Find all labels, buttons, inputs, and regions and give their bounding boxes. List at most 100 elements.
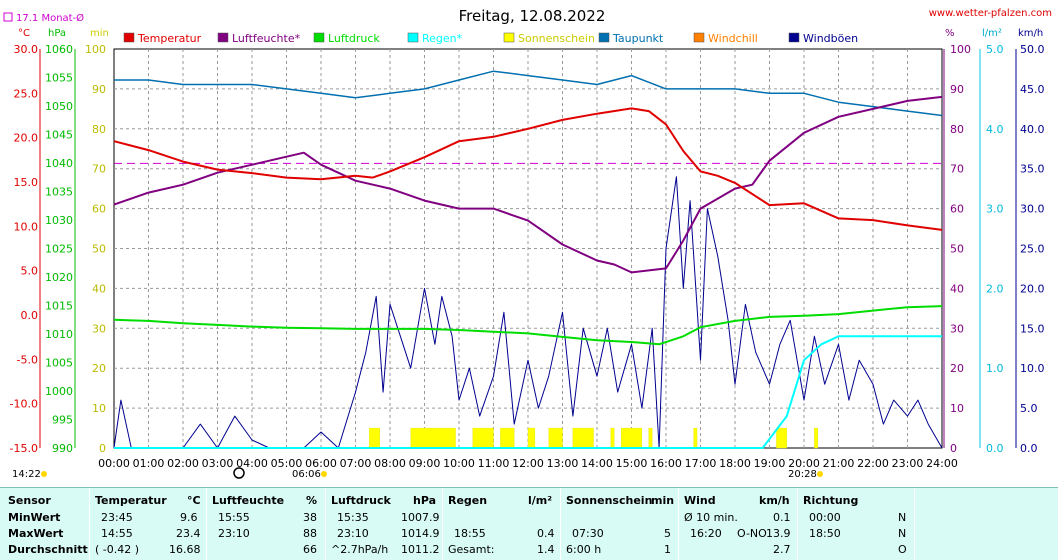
- tick-temp_c-6: 0.0: [21, 309, 39, 322]
- tick-temp_c-0: 30.0: [14, 43, 39, 56]
- sunrise-icon: [321, 471, 327, 477]
- x-tick-18: 18:00: [719, 457, 751, 470]
- sun-avg-note: 6:00 h: [566, 543, 602, 556]
- rain-unit: l/m²: [528, 494, 553, 507]
- tick-rain_lm2-1: 4.0: [986, 123, 1004, 136]
- sunshine-bar-12: [814, 427, 818, 449]
- sunshine-bar-11: [776, 427, 787, 449]
- tick-sunshine_min-0: 100: [85, 43, 106, 56]
- tick-pressure_hpa-6: 1030: [45, 214, 73, 227]
- x-tick-7: 07:00: [340, 457, 372, 470]
- legend-label-7: Windböen: [803, 32, 858, 45]
- series-lines: [113, 70, 943, 449]
- unit-c: °C: [18, 28, 30, 39]
- tick-pressure_hpa-12: 1000: [45, 385, 73, 398]
- x-tick-12: 12:00: [512, 457, 544, 470]
- x-tick-6: 06:00: [305, 457, 337, 470]
- legend-swatch-0: [123, 32, 135, 43]
- tick-temp_c-4: 10.0: [14, 220, 39, 233]
- x-tick-8: 08:00: [374, 457, 406, 470]
- legend-swatch-2: [313, 32, 325, 43]
- dir-min-time: 00:00: [809, 511, 841, 524]
- tick-humidity_pct-7: 30: [950, 322, 964, 335]
- press-max-time: 23:10: [337, 527, 369, 540]
- wind-max: 13.9: [766, 527, 791, 540]
- tick-sunshine_min-8: 20: [92, 362, 106, 375]
- temp-avg: 16.68: [169, 543, 201, 556]
- x-tick-0: 00:00: [98, 457, 130, 470]
- sunshine-bar-3: [500, 427, 515, 449]
- chart-title: Freitag, 12.08.2022: [459, 7, 606, 25]
- tick-temp_c-8: -10.0: [10, 398, 38, 411]
- x-tick-4: 04:00: [236, 457, 268, 470]
- press-avg-note: ^2.7hPa/h: [331, 543, 389, 556]
- x-tick-19: 19:00: [754, 457, 786, 470]
- x-tick-2: 02:00: [167, 457, 199, 470]
- sunshine-bar-5: [548, 427, 563, 449]
- tick-wind_kmh-6: 20.0: [1020, 282, 1045, 295]
- x-tick-24: 24:00: [926, 457, 958, 470]
- dir-avg: O: [898, 543, 907, 556]
- tick-wind_kmh-10: 0.0: [1020, 442, 1038, 455]
- tick-pressure_hpa-14: 990: [52, 442, 73, 455]
- legend-label-3: Regen*: [422, 32, 463, 45]
- tick-rain_lm2-2: 3.0: [986, 203, 1004, 216]
- tick-humidity_pct-10: 0: [950, 442, 957, 455]
- tick-sunshine_min-10: 0: [99, 442, 106, 455]
- tick-sunshine_min-1: 90: [92, 83, 106, 96]
- tick-humidity_pct-9: 10: [950, 402, 964, 415]
- monat-label: 17.1 Monat-Ø: [16, 12, 84, 24]
- unit-kmh: km/h: [1018, 28, 1043, 39]
- tick-wind_kmh-4: 30.0: [1020, 203, 1045, 216]
- site-link[interactable]: www.wetter-pfalzen.com: [929, 8, 1052, 19]
- tick-pressure_hpa-8: 1020: [45, 271, 73, 284]
- weather-chart: Freitag, 12.08.2022 www.wetter-pfalzen.c…: [3, 7, 1052, 480]
- tick-temp_c-7: -5.0: [17, 353, 38, 366]
- axes: 30.0 25.0 20.0 15.0 10.0 5.0 0.0 -5.0 -10.0 -15.0…: [10, 43, 1045, 455]
- hum-title: Luftfeuchte: [212, 494, 285, 507]
- tick-temp_c-9: -15.0: [10, 442, 38, 455]
- tick-pressure_hpa-7: 1025: [45, 243, 73, 256]
- x-axis-labels: 00:00 01:00 02:00 03:00 04:00 05:00 06:00 07:00…: [98, 457, 958, 470]
- x-tick-9: 09:00: [409, 457, 441, 470]
- rain-max-time: 18:55: [454, 527, 486, 540]
- sun-title: Sonnenschein: [566, 494, 653, 507]
- tick-humidity_pct-4: 60: [950, 203, 964, 216]
- temp-min-time: 23:45: [101, 511, 133, 524]
- tick-wind_kmh-7: 15.0: [1020, 322, 1045, 335]
- legend-swatch-1: [217, 32, 229, 43]
- tick-rain_lm2-0: 5.0: [986, 43, 1004, 56]
- hum-avg: 66: [303, 543, 317, 556]
- tick-pressure_hpa-11: 1005: [45, 357, 73, 370]
- x-tick-10: 10:00: [443, 457, 475, 470]
- tick-humidity_pct-8: 20: [950, 362, 964, 375]
- wind-max-dir: O-NO: [737, 527, 767, 540]
- hum-max: 88: [303, 527, 317, 540]
- tick-rain_lm2-3: 2.0: [986, 282, 1004, 295]
- sunrise-label: 06:06: [292, 469, 321, 480]
- monat-icon: [3, 12, 13, 22]
- temp-unit: °C: [187, 494, 201, 507]
- sunshine-bar-6: [572, 427, 594, 449]
- tick-wind_kmh-8: 10.0: [1020, 362, 1045, 375]
- tick-temp_c-1: 25.0: [14, 87, 39, 100]
- press-min: 1007.9: [401, 511, 440, 524]
- tick-wind_kmh-0: 50.0: [1020, 43, 1045, 56]
- x-tick-14: 14:00: [581, 457, 613, 470]
- unit-hpa: hPa: [48, 28, 66, 39]
- rain-avg: 1.4: [537, 543, 555, 556]
- left-sun-icon: [41, 471, 47, 477]
- x-tick-11: 11:00: [478, 457, 510, 470]
- x-tick-13: 13:00: [547, 457, 579, 470]
- press-unit: hPa: [413, 494, 437, 507]
- line-taupunkt: [114, 70, 943, 117]
- unit-min: min: [90, 28, 109, 39]
- sunset-label: 20:28: [788, 469, 817, 480]
- tick-temp_c-3: 15.0: [14, 176, 39, 189]
- tick-pressure_hpa-13: 995: [52, 414, 73, 427]
- tick-pressure_hpa-4: 1040: [45, 157, 73, 170]
- hum-min-time: 15:55: [218, 511, 250, 524]
- tick-sunshine_min-5: 50: [92, 243, 106, 256]
- tick-pressure_hpa-10: 1010: [45, 328, 73, 341]
- temp-min: 9.6: [180, 511, 198, 524]
